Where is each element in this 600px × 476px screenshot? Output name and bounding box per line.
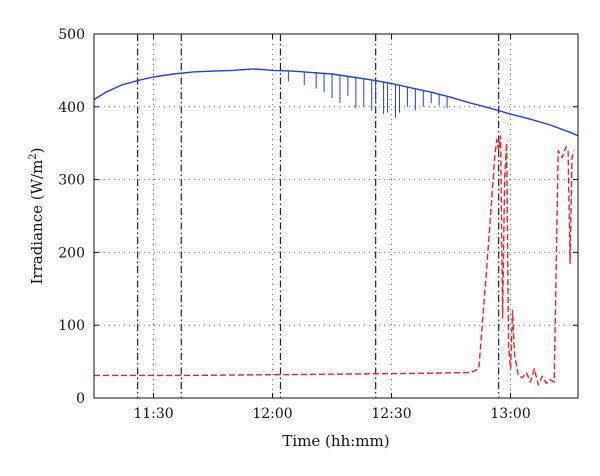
y-tick-label: 500	[58, 27, 85, 43]
series-layer	[93, 68, 579, 386]
y-axis-title: Irradiance (W/m2)	[28, 147, 46, 284]
y-tick-label: 0	[76, 391, 85, 407]
x-tick-label: 12:30	[371, 406, 411, 422]
plot-frame	[93, 33, 579, 399]
axis-ticks: 0 100 200 300 400 500 11:30 12:00 12:30 13:00	[58, 27, 578, 422]
vertical-event-markers	[137, 34, 500, 398]
series-line-blue	[93, 68, 579, 137]
x-axis-title: Time (hh:mm)	[282, 432, 389, 450]
x-tick-label: 13:00	[490, 406, 530, 422]
y-tick-label: 300	[58, 173, 85, 189]
x-tick-label: 11:30	[133, 406, 173, 422]
grid-lines	[94, 34, 578, 398]
y-tick-label: 100	[58, 318, 85, 334]
y-tick-label: 400	[58, 100, 85, 116]
x-tick-label: 12:00	[252, 406, 292, 422]
series-line-red-dashed	[94, 135, 575, 386]
y-tick-label: 200	[58, 245, 85, 261]
